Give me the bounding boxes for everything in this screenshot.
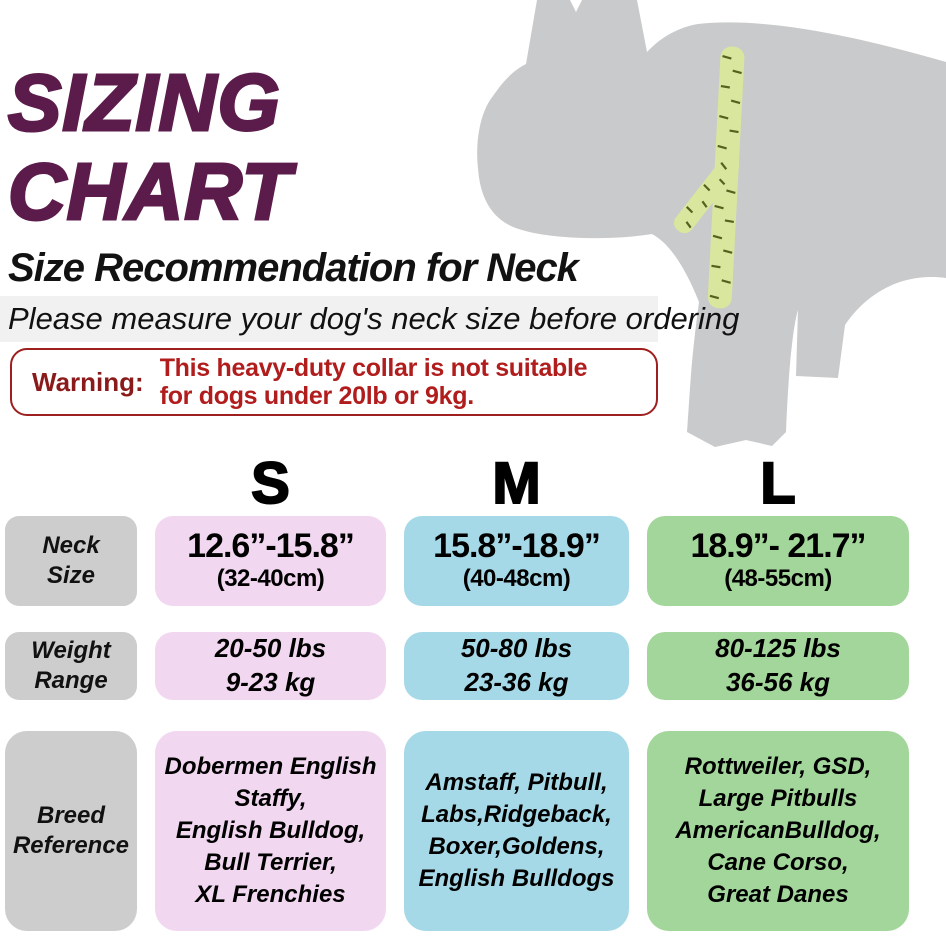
- breed-line: Great Danes: [707, 880, 849, 908]
- row-header-line: Weight: [31, 637, 111, 664]
- size-header-l: L: [759, 451, 796, 517]
- dog-graphic: [440, 0, 946, 450]
- weight-lbs: 50-80 lbs: [460, 633, 573, 664]
- weight-range-row: Weight Range 20-50 lbs 9-23 kg 50-80 lbs…: [5, 632, 911, 700]
- breed-cell-s: Dobermen English Staffy, English Bulldog…: [155, 731, 386, 931]
- row-header-breed-reference: Breed Reference: [5, 731, 137, 931]
- neck-size-cell-l: 18.9”- 21.7” (48-55cm): [647, 516, 909, 606]
- breed-cell-m: Amstaff, Pitbull, Labs,Ridgeback, Boxer,…: [404, 731, 629, 931]
- breed-line: Cane Corso,: [707, 848, 849, 876]
- breed-line: Boxer,Goldens,: [428, 833, 605, 860]
- weight-cell-l: 80-125 lbs 36-56 kg: [647, 632, 909, 700]
- neck-size-cm: (40-48cm): [462, 564, 571, 592]
- neck-size-inches: 15.8”-18.9”: [433, 527, 601, 566]
- weight-cell-m: 50-80 lbs 23-36 kg: [404, 632, 629, 700]
- measuring-tape-branch: [673, 155, 740, 234]
- weight-lbs: 80-125 lbs: [715, 633, 841, 664]
- measure-note-band: Please measure your dog's neck size befo…: [0, 296, 739, 342]
- warning-message-line2: for dogs under 20lb or 9kg.: [159, 382, 474, 410]
- weight-cell-s: 20-50 lbs 9-23 kg: [155, 632, 386, 700]
- subtitle: Size Recommendation for Neck: [8, 246, 579, 290]
- breed-line: English Bulldog,: [175, 817, 366, 845]
- breed-line: Labs,Ridgeback,: [421, 801, 612, 829]
- neck-size-cm: (32-40cm): [216, 564, 325, 592]
- warning-message: This heavy-duty collar is not suitable f…: [160, 354, 588, 410]
- row-header-line: Breed: [36, 802, 106, 829]
- size-table: S M L Neck Size 12.6”-15.8” (32-40cm) 15…: [5, 451, 911, 931]
- breed-line: Bull Terrier,: [204, 848, 337, 876]
- measure-note-text: Please measure your dog's neck size befo…: [8, 301, 740, 336]
- size-header-m: M: [491, 451, 541, 517]
- weight-kg: 9-23 kg: [225, 667, 316, 697]
- breed-line: XL Frenchies: [195, 880, 346, 908]
- row-header-line: Range: [34, 667, 108, 694]
- weight-kg: 36-56 kg: [725, 667, 831, 697]
- breed-line: Amstaff, Pitbull,: [425, 769, 608, 797]
- breed-line: Large Pitbulls: [698, 785, 858, 813]
- breed-line: Staffy,: [234, 785, 307, 813]
- neck-size-cell-s: 12.6”-15.8” (32-40cm): [155, 516, 386, 606]
- neck-size-cell-m: 15.8”-18.9” (40-48cm): [404, 516, 629, 606]
- warning-box: Warning: This heavy-duty collar is not s…: [10, 348, 658, 416]
- breed-line: English Bulldogs: [418, 864, 615, 892]
- warning-label: Warning:: [32, 366, 144, 397]
- size-header-spacer: [5, 452, 137, 516]
- neck-size-inches: 18.9”- 21.7”: [690, 527, 866, 566]
- row-header-weight-range: Weight Range: [5, 632, 137, 700]
- page-title-line2: CHART: [7, 146, 293, 238]
- size-header-s: S: [250, 451, 291, 517]
- neck-size-inches: 12.6”-15.8”: [187, 527, 355, 566]
- breed-line: Rottweiler, GSD,: [684, 753, 872, 781]
- breed-cell-l: Rottweiler, GSD, Large Pitbulls American…: [647, 731, 909, 931]
- row-header-line: Reference: [12, 832, 130, 859]
- dog-silhouette: [477, 0, 946, 447]
- weight-kg: 23-36 kg: [464, 667, 569, 697]
- weight-lbs: 20-50 lbs: [214, 633, 327, 664]
- breed-line: AmericanBulldog,: [675, 817, 881, 845]
- size-header-row: S M L: [5, 451, 911, 517]
- warning-message-line1: This heavy-duty collar is not suitable: [159, 354, 588, 382]
- page-title-line1: SIZING: [7, 57, 282, 149]
- dog-silhouette-svg: [477, 0, 946, 447]
- row-header-neck-size: Neck Size: [5, 516, 137, 606]
- neck-size-cm: (48-55cm): [724, 564, 832, 592]
- neck-size-row: Neck Size 12.6”-15.8” (32-40cm) 15.8”-18…: [5, 516, 911, 606]
- row-header-line: Neck: [42, 532, 100, 559]
- breed-line: Dobermen English: [164, 753, 377, 781]
- row-header-line: Size: [46, 562, 96, 589]
- page-title: SIZING CHART: [7, 57, 528, 238]
- breed-reference-row: Breed Reference Dobermen English Staffy,…: [5, 731, 911, 931]
